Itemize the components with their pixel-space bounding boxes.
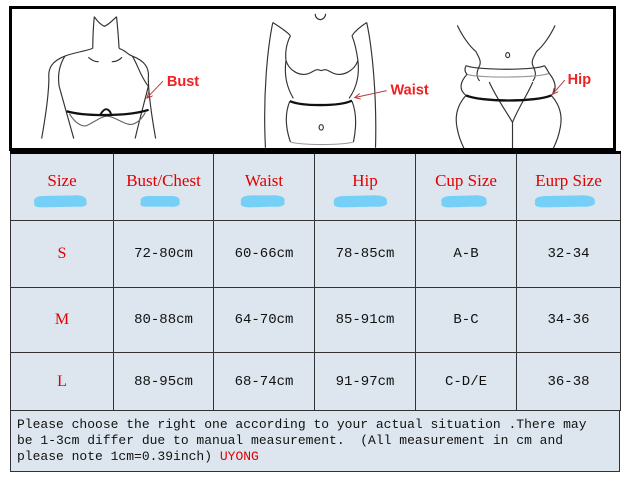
svg-text:Hip: Hip [568,72,592,88]
svg-text:Bust: Bust [167,74,199,90]
svg-text:Waist: Waist [391,83,429,99]
